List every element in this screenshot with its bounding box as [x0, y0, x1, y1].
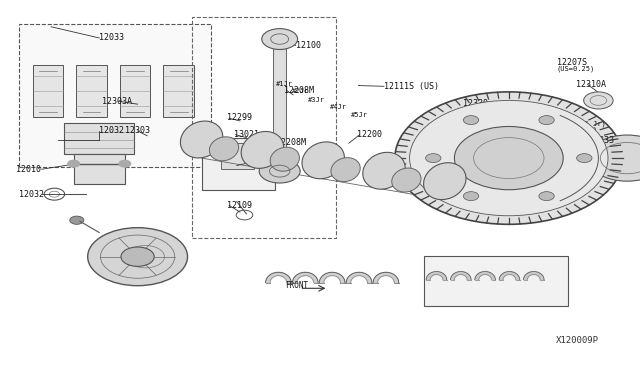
Text: #5Jr: #5Jr: [351, 112, 368, 118]
FancyBboxPatch shape: [424, 256, 568, 306]
Text: X120009P: X120009P: [556, 336, 598, 345]
FancyBboxPatch shape: [221, 143, 254, 169]
Circle shape: [70, 216, 84, 224]
FancyBboxPatch shape: [74, 154, 125, 184]
Text: 12330: 12330: [463, 99, 488, 108]
Circle shape: [88, 228, 188, 286]
Circle shape: [121, 247, 154, 266]
Circle shape: [463, 192, 479, 201]
Text: 12010: 12010: [16, 165, 41, 174]
Ellipse shape: [270, 147, 300, 171]
Ellipse shape: [392, 168, 421, 192]
Circle shape: [410, 100, 608, 216]
Ellipse shape: [209, 137, 239, 161]
Polygon shape: [524, 272, 544, 280]
Circle shape: [259, 159, 300, 183]
FancyBboxPatch shape: [64, 123, 134, 154]
FancyBboxPatch shape: [19, 24, 211, 167]
FancyBboxPatch shape: [33, 65, 63, 117]
Text: FRONT: FRONT: [285, 281, 308, 290]
Text: 12109: 12109: [227, 201, 252, 210]
Text: L2111S: L2111S: [251, 151, 281, 160]
Ellipse shape: [424, 163, 466, 200]
Text: 12315N: 12315N: [472, 143, 502, 152]
Circle shape: [454, 126, 563, 190]
Circle shape: [115, 239, 176, 275]
Text: #3Jr: #3Jr: [308, 97, 326, 103]
Circle shape: [577, 154, 592, 163]
Text: #2Jr: #2Jr: [292, 88, 309, 94]
Ellipse shape: [180, 121, 223, 158]
Polygon shape: [426, 272, 447, 280]
Polygon shape: [266, 272, 291, 283]
Text: 12100: 12100: [296, 41, 321, 50]
Circle shape: [463, 116, 479, 125]
Text: 12033: 12033: [99, 33, 124, 42]
Polygon shape: [499, 272, 520, 280]
Polygon shape: [292, 272, 318, 283]
Text: (US=0.25): (US=0.25): [557, 65, 595, 72]
Text: 12032: 12032: [19, 190, 44, 199]
Ellipse shape: [302, 142, 344, 179]
FancyBboxPatch shape: [202, 138, 275, 190]
Circle shape: [539, 116, 554, 125]
Polygon shape: [346, 272, 372, 283]
Circle shape: [68, 160, 79, 167]
Text: 12299: 12299: [227, 113, 252, 122]
Text: 13021: 13021: [234, 130, 259, 139]
Circle shape: [539, 192, 554, 201]
Circle shape: [262, 29, 298, 49]
Text: 12111S (US): 12111S (US): [384, 82, 439, 91]
Text: 12032: 12032: [99, 126, 124, 135]
Text: (STD): (STD): [251, 158, 276, 167]
Text: 12314M: 12314M: [450, 134, 480, 143]
Text: 12303A: 12303A: [102, 97, 132, 106]
Circle shape: [426, 154, 441, 163]
Text: 12207+A (#2,3 Jr): 12207+A (#2,3 Jr): [525, 126, 597, 133]
FancyBboxPatch shape: [163, 65, 194, 117]
Ellipse shape: [241, 131, 284, 169]
Circle shape: [588, 135, 640, 181]
Text: 12207+A (#2,3 Jr): 12207+A (#2,3 Jr): [525, 151, 597, 157]
Text: 12314E: 12314E: [496, 160, 526, 169]
Polygon shape: [373, 272, 399, 283]
Text: #4Jr: #4Jr: [330, 104, 347, 110]
Circle shape: [395, 92, 623, 224]
Text: 12207   (#1,4,5 Jr): 12207 (#1,4,5 Jr): [525, 144, 605, 151]
Ellipse shape: [363, 152, 405, 189]
Text: 12331: 12331: [562, 160, 587, 169]
Polygon shape: [319, 272, 345, 283]
Polygon shape: [451, 272, 471, 280]
Text: 12207S: 12207S: [557, 58, 587, 67]
Text: 12207   (#1,4,5 Jr): 12207 (#1,4,5 Jr): [525, 120, 605, 127]
Text: 12333: 12333: [589, 136, 614, 145]
Circle shape: [584, 92, 613, 109]
Ellipse shape: [331, 158, 360, 182]
Text: 12303: 12303: [125, 126, 150, 135]
Text: 12208M: 12208M: [284, 86, 314, 94]
Text: 12200: 12200: [357, 130, 382, 139]
Text: 12208M: 12208M: [276, 138, 307, 147]
Polygon shape: [475, 272, 495, 280]
Circle shape: [119, 160, 131, 167]
Text: #1Jr: #1Jr: [276, 81, 294, 87]
FancyBboxPatch shape: [76, 65, 107, 117]
Text: 12310A: 12310A: [576, 80, 606, 89]
FancyBboxPatch shape: [120, 65, 150, 117]
